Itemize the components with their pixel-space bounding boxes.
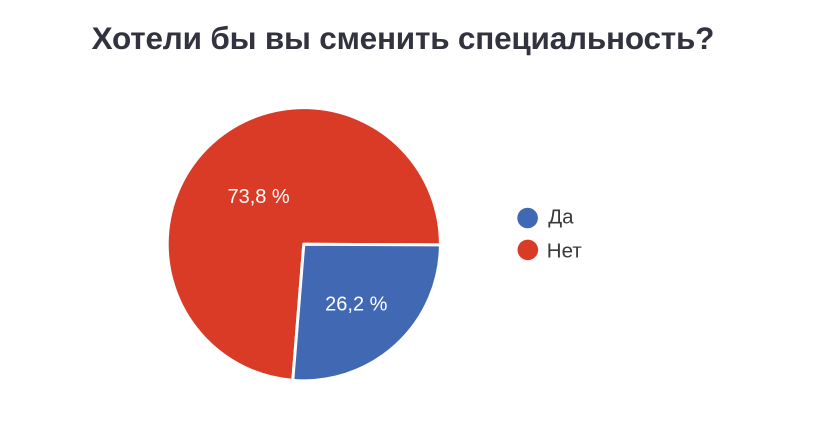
svg-text:Нет: Нет <box>547 239 583 262</box>
svg-text:Да: Да <box>548 205 574 228</box>
svg-text:26,2 %: 26,2 % <box>325 294 387 316</box>
svg-text:73,8 %: 73,8 % <box>227 186 289 208</box>
